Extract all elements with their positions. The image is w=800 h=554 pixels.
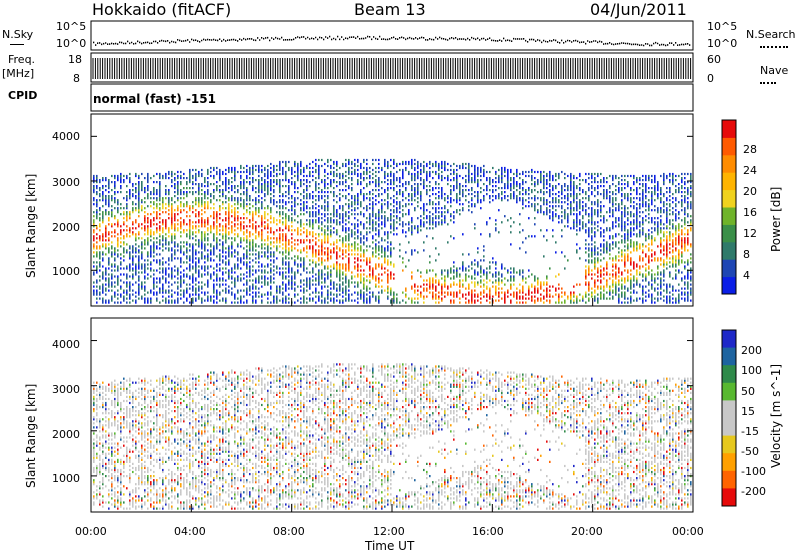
xtick-1600: 16:00 xyxy=(472,525,504,538)
nsky-strip-frame xyxy=(90,20,694,51)
freq-strip-frame xyxy=(90,52,694,83)
nsky-tick-bottom: 10^0 xyxy=(56,37,87,50)
nsky-tick-top: 10^5 xyxy=(56,20,87,33)
freq-tick-bottom: 8 xyxy=(73,72,80,85)
power-cb-tick-4: 4 xyxy=(743,269,750,282)
velocity-panel-ylabel: Slant Range [km] xyxy=(24,383,38,488)
velocity-cb-tick-m100: -100 xyxy=(741,465,766,478)
power-cb-tick-16: 16 xyxy=(743,206,757,219)
power-panel-scatter xyxy=(93,158,692,304)
nsky-trace xyxy=(93,35,691,47)
power-colorbar-segment-8 xyxy=(722,137,736,156)
nsearch-legend-dots xyxy=(760,46,788,48)
nave-tick-top: 60 xyxy=(707,53,721,66)
xaxis-label: Time UT xyxy=(365,539,415,553)
freq-label: Freq. xyxy=(8,53,36,66)
nsky-label: N.Sky xyxy=(2,28,34,41)
velocity-cb-tick-m200: -200 xyxy=(741,485,766,498)
velocity-cb-tick-200: 200 xyxy=(741,344,762,357)
power-cb-tick-8: 8 xyxy=(743,248,750,261)
power-colorbar-frame xyxy=(721,119,737,295)
velocity-colorbar-segment-5 xyxy=(722,418,736,437)
freq-tick-top: 18 xyxy=(68,53,82,66)
nsearch-label: N.Search xyxy=(746,28,796,41)
velocity-cb-tick-m50: -50 xyxy=(741,445,759,458)
power-ytick-4000: 4000 xyxy=(52,130,80,143)
power-colorbar-segment-9 xyxy=(722,120,736,138)
cpid-value: normal (fast) -151 xyxy=(93,92,216,106)
date-title: 04/Jun/2011 xyxy=(590,0,687,19)
power-cb-tick-20: 20 xyxy=(743,185,757,198)
nave-label: Nave xyxy=(760,64,789,77)
velocity-cb-tick-100: 100 xyxy=(741,364,762,377)
xtick-0800: 08:00 xyxy=(273,525,305,538)
velocity-colorbar-segment-8 xyxy=(722,470,736,489)
xtick-0000: 00:00 xyxy=(75,525,107,538)
power-cb-tick-12: 12 xyxy=(743,227,757,240)
velocity-cb-tick-m15: -15 xyxy=(741,425,759,438)
velocity-panel-scatter xyxy=(93,363,692,510)
xtick-2000: 20:00 xyxy=(571,525,603,538)
power-ytick-2000: 2000 xyxy=(52,221,80,234)
velocity-colorbar-segment-6 xyxy=(722,435,736,454)
velocity-colorbar-segment-7 xyxy=(722,453,736,472)
power-colorbar-segment-7 xyxy=(722,154,736,173)
power-colorbar-segment-4 xyxy=(722,207,736,225)
xtick-0400: 04:00 xyxy=(174,525,206,538)
cpid-label: CPID xyxy=(8,89,38,102)
nave-tick-bottom: 0 xyxy=(707,72,714,85)
power-colorbar-segment-6 xyxy=(722,172,736,191)
freq-bars xyxy=(92,58,692,79)
beam-title: Beam 13 xyxy=(354,0,426,19)
freq-unit: [MHz] xyxy=(2,67,35,80)
power-colorbar-segment-0 xyxy=(722,276,736,295)
power-cb-tick-24: 24 xyxy=(743,164,757,177)
velocity-colorbar-segment-0 xyxy=(722,330,736,349)
velocity-colorbar-segment-3 xyxy=(722,382,736,401)
power-cb-tick-28: 28 xyxy=(743,143,757,156)
xtick-2400: 00:00 xyxy=(672,525,704,538)
power-colorbar-segment-5 xyxy=(722,189,736,208)
power-colorbar-segment-1 xyxy=(722,259,736,278)
station-title: Hokkaido (fitACF) xyxy=(92,0,232,19)
velocity-cb-tick-15: 15 xyxy=(741,405,755,418)
cpid-strip-frame xyxy=(90,83,694,112)
velocity-colorbar-segment-2 xyxy=(722,365,736,384)
power-colorbar-segment-3 xyxy=(722,224,736,243)
velocity-colorbar-segment-9 xyxy=(722,488,736,507)
velocity-ytick-3000: 3000 xyxy=(52,383,80,396)
power-panel-ylabel: Slant Range [km] xyxy=(24,173,38,278)
velocity-ytick-4000: 4000 xyxy=(52,338,80,351)
nsky-right-tick-bottom: 10^0 xyxy=(707,37,738,50)
nsky-legend-line xyxy=(10,44,24,45)
power-colorbar-label: Power [dB] xyxy=(769,186,783,252)
nave-legend-dots xyxy=(760,82,776,84)
velocity-colorbar-segment-4 xyxy=(722,400,736,419)
velocity-colorbar-segment-1 xyxy=(722,347,736,366)
power-colorbar-segment-2 xyxy=(722,241,736,260)
xtick-1200: 12:00 xyxy=(373,525,405,538)
velocity-ytick-1000: 1000 xyxy=(52,472,80,485)
power-ytick-1000: 1000 xyxy=(52,265,80,278)
velocity-colorbar-label: Velocity [m s^-1] xyxy=(769,363,783,468)
velocity-colorbar-frame xyxy=(721,329,737,507)
nsky-right-tick-top: 10^5 xyxy=(707,20,738,33)
power-ytick-3000: 3000 xyxy=(52,176,80,189)
velocity-ytick-2000: 2000 xyxy=(52,428,80,441)
velocity-cb-tick-50: 50 xyxy=(741,385,755,398)
